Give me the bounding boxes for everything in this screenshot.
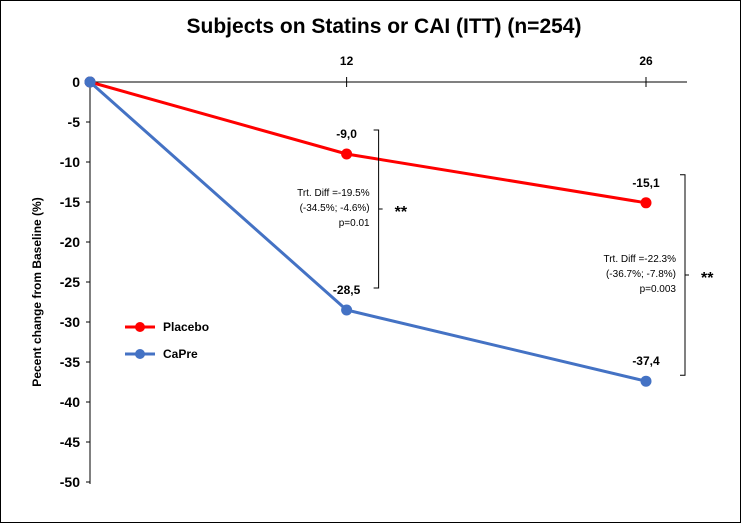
y-tick-label: -5	[68, 114, 81, 130]
significance-stars: **	[395, 204, 408, 221]
treatment-diff-annotation: Trt. Diff =-22.3% (-36.7%; -7.8%) p=0.003 *…	[603, 174, 714, 376]
chart-title: Subjects on Statins or CAI (ITT) (n=254)	[187, 15, 582, 38]
axes: 0 -5 -10 -15 -20 -25 -30 -35 -40 -45 -50 12 26	[60, 54, 687, 490]
series-placebo: -9,0 -15,1	[84, 76, 660, 209]
annotation-line: (-34.5%; -4.6%)	[300, 203, 370, 214]
legend: Placebo CaPre	[125, 320, 209, 361]
y-tick-label: -15	[60, 194, 80, 210]
y-tick-label: -20	[60, 234, 80, 250]
y-tick-label: -25	[60, 274, 80, 290]
series-line	[89, 80, 647, 383]
data-point	[640, 197, 652, 209]
annotation-line: p=0.003	[640, 284, 677, 295]
annotation-line: (-36.7%; -7.8%)	[606, 269, 676, 280]
legend-label: CaPre	[163, 347, 198, 361]
data-point	[640, 375, 652, 387]
legend-item-placebo: Placebo	[125, 320, 209, 334]
series-capre: -28,5 -37,4	[84, 76, 660, 387]
series-line	[89, 80, 647, 205]
data-point	[341, 148, 353, 160]
legend-marker	[135, 322, 145, 332]
x-tick-label: 12	[340, 54, 354, 68]
data-label: -15,1	[632, 176, 660, 190]
annotation-line: Trt. Diff =-22.3%	[603, 254, 676, 265]
treatment-diff-annotation: Trt. Diff =-19.5% (-34.5%; -4.6%) p=0.01 **	[297, 129, 408, 289]
data-point	[341, 304, 353, 316]
y-tick-label: -50	[60, 474, 80, 490]
y-tick-label: -45	[60, 434, 80, 450]
y-axis-label: Pecent change from Baseline (%)	[30, 197, 44, 386]
data-label: -37,4	[632, 354, 660, 368]
x-tick-label: 26	[639, 54, 653, 68]
y-tick-label: -30	[60, 314, 80, 330]
y-tick-label: -40	[60, 394, 80, 410]
significance-bracket	[680, 174, 689, 376]
data-label: -28,5	[333, 283, 361, 297]
legend-marker	[135, 349, 145, 359]
legend-item-capre: CaPre	[125, 347, 198, 361]
significance-stars: **	[701, 270, 714, 287]
annotations: Trt. Diff =-19.5% (-34.5%; -4.6%) p=0.01 **…	[297, 129, 714, 376]
significance-bracket	[373, 129, 383, 289]
legend-label: Placebo	[163, 320, 209, 334]
data-label: -9,0	[336, 127, 357, 141]
annotation-line: Trt. Diff =-19.5%	[297, 188, 370, 199]
annotation-line: p=0.01	[339, 218, 370, 229]
series-lines: -9,0 -15,1 -28,5 -37,4	[84, 76, 660, 387]
data-point	[84, 76, 96, 88]
y-tick-label: 0	[72, 74, 80, 90]
y-tick-label: -10	[60, 154, 80, 170]
y-tick-label: -35	[60, 354, 80, 370]
